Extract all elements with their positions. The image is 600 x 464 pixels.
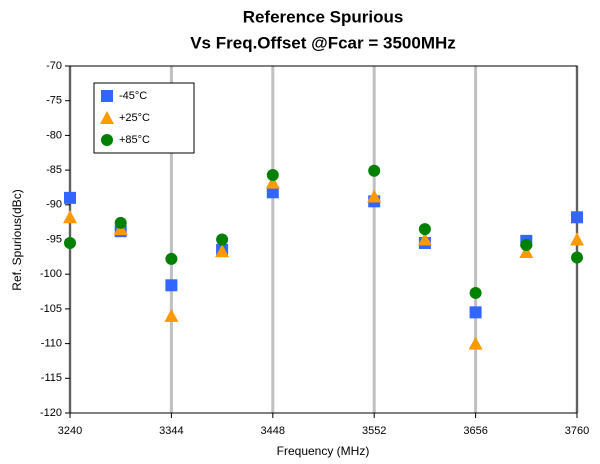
x-tick-label: 3552 — [362, 425, 386, 437]
data-point — [63, 210, 77, 224]
x-axis-label: Frequency (MHz) — [277, 444, 370, 458]
legend-marker — [101, 90, 113, 102]
y-tick-label: -105 — [40, 303, 62, 315]
y-tick-label: -90 — [46, 199, 62, 211]
data-point — [165, 279, 178, 292]
legend-label: +25°C — [119, 112, 150, 124]
data-point — [164, 308, 179, 322]
data-point — [215, 244, 230, 258]
data-point — [266, 168, 279, 181]
y-tick-label: -95 — [46, 233, 62, 245]
data-point — [64, 191, 76, 204]
y-tick-label: -120 — [40, 407, 62, 419]
data-point — [418, 223, 431, 236]
data-point — [570, 232, 584, 246]
data-point — [367, 189, 382, 203]
data-point — [64, 236, 76, 249]
data-point — [417, 232, 432, 246]
data-point — [520, 239, 533, 252]
legend-label: +85°C — [119, 134, 150, 146]
x-tick-label: 3448 — [261, 425, 285, 437]
x-tick-label: 3240 — [58, 425, 82, 437]
y-tick-label: -100 — [40, 268, 62, 280]
y-tick-label: -85 — [46, 164, 62, 176]
y-axis-label: Ref. Spurious(dBc) — [10, 189, 24, 290]
data-point — [571, 251, 583, 264]
x-tick-label: 3344 — [159, 425, 183, 437]
data-point — [265, 175, 280, 189]
chart-subtitle: Vs Freq.Offset @Fcar = 3500MHz — [190, 33, 456, 52]
data-point — [266, 186, 279, 199]
data-point — [571, 211, 583, 224]
y-tick-label: -75 — [46, 95, 62, 107]
data-point — [469, 306, 482, 319]
y-tick-label: -110 — [41, 338, 62, 350]
data-point — [519, 244, 534, 258]
legend-label: -45°C — [119, 90, 147, 102]
legend-marker — [101, 134, 113, 146]
x-tick-label: 3760 — [565, 425, 589, 437]
data-point — [468, 336, 483, 350]
y-tick-label: -70 — [46, 60, 62, 72]
data-point — [165, 252, 178, 265]
chart-title: Reference Spurious — [243, 7, 404, 26]
y-tick-label: -115 — [41, 372, 62, 384]
y-tick-label: -80 — [46, 129, 62, 141]
data-point — [114, 216, 127, 229]
data-point — [216, 233, 229, 246]
data-point — [469, 286, 482, 299]
data-point — [368, 164, 381, 177]
legend-marker — [100, 111, 114, 124]
x-tick-label: 3656 — [463, 425, 487, 437]
